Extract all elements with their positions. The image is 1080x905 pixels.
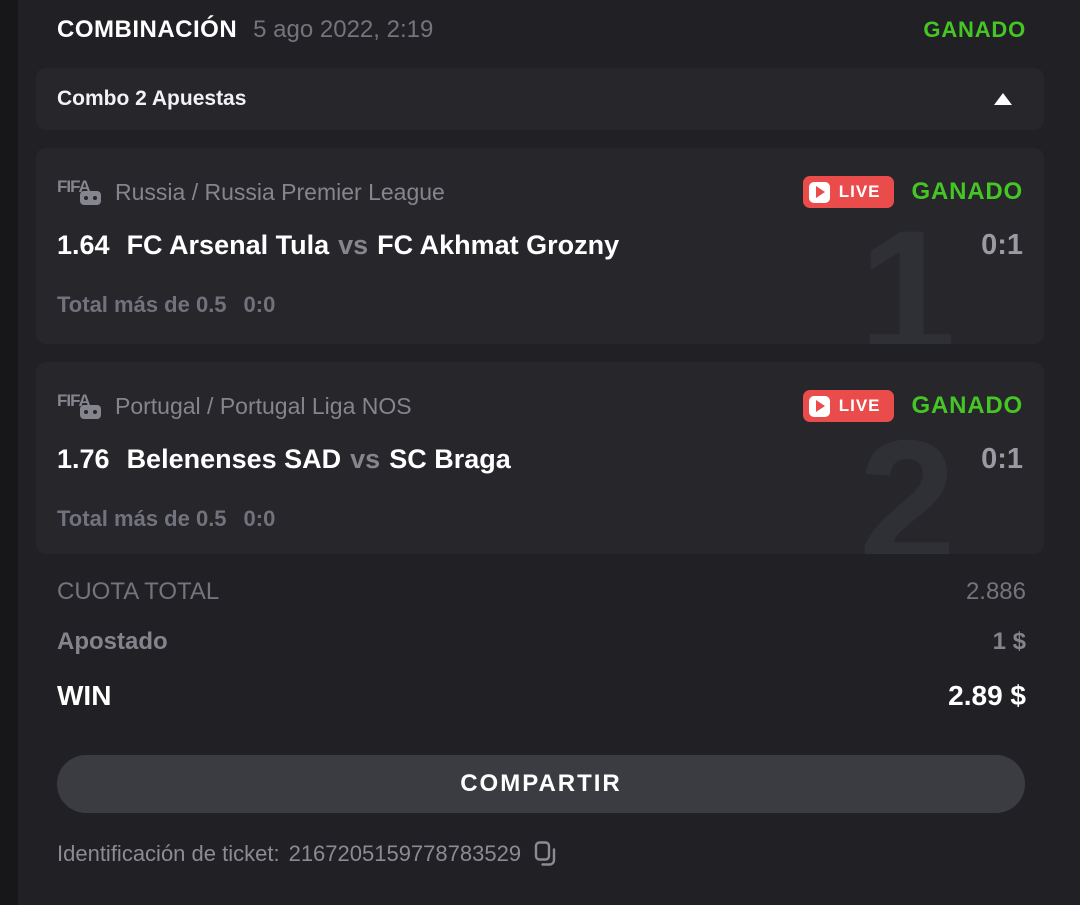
ticket-header: COMBINACIÓN 5 ago 2022, 2:19 GANADO (36, 12, 1044, 48)
market-name: Total más de 0.5 (57, 292, 227, 317)
copy-icon (534, 841, 556, 866)
live-label: LIVE (838, 396, 881, 415)
combo-label: Combo 2 Apuestas (57, 87, 247, 110)
match-score: 0:1 (981, 228, 1023, 261)
stake-row: Apostado 1 $ (36, 628, 1044, 656)
bet-card-2: 2 FIFA Portugal / Portugal Liga NOS LIVE… (36, 362, 1044, 554)
left-edge-strip (0, 0, 18, 905)
away-team: SC Braga (389, 443, 511, 474)
live-badge[interactable]: LIVE (802, 390, 894, 422)
vs-label: vs (338, 229, 369, 260)
ticket-id-row: Identificación de ticket: 21672051597787… (57, 840, 1044, 867)
league-name: Portugal / Portugal Liga NOS (115, 392, 412, 419)
bet-market-row: Total más de 0.5 0:0 (57, 506, 1023, 532)
home-team: FC Arsenal Tula (126, 229, 330, 260)
bet-odds: 1.76 (57, 443, 110, 474)
stake-value: 1 $ (992, 628, 1026, 655)
ticket-status-badge: GANADO (923, 17, 1026, 42)
bet-number-watermark: 1 (858, 195, 956, 344)
ticket-content: COMBINACIÓN 5 ago 2022, 2:19 GANADO Comb… (36, 0, 1044, 867)
vs-label: vs (350, 443, 381, 474)
market-name: Total más de 0.5 (57, 506, 227, 531)
chevron-up-icon[interactable] (994, 93, 1012, 105)
home-team: Belenenses SAD (126, 443, 342, 474)
live-badge[interactable]: LIVE (802, 176, 894, 208)
match-score: 0:1 (981, 442, 1023, 475)
gamepad-icon (80, 404, 101, 419)
win-label: WIN (57, 680, 112, 711)
gamepad-icon (80, 190, 101, 205)
ticket-id-value: 2167205159778783529 (288, 840, 522, 866)
win-row: WIN 2.89 $ (36, 680, 1044, 712)
bet-number-watermark: 2 (858, 405, 956, 554)
fifa-esports-icon: FIFA (57, 391, 103, 422)
away-team: FC Akhmat Grozny (377, 229, 620, 260)
total-odds-label: CUOTA TOTAL (57, 578, 220, 605)
bet-status-badge: GANADO (911, 392, 1023, 419)
ticket-id-label: Identificación de ticket: (57, 840, 280, 866)
stake-label: Apostado (57, 628, 168, 655)
bet-selection-row: 1.64 FC Arsenal Tula vs FC Akhmat Grozny… (57, 226, 1023, 264)
play-icon (808, 395, 830, 417)
ticket-type-title: COMBINACIÓN (57, 16, 238, 43)
fifa-esports-icon: FIFA (57, 177, 103, 208)
bet-market-row: Total más de 0.5 0:0 (57, 292, 1023, 318)
league-name: Russia / Russia Premier League (115, 178, 445, 205)
play-icon (808, 181, 830, 203)
bet-league-row: FIFA Russia / Russia Premier League LIVE… (57, 176, 1023, 208)
share-button[interactable]: COMPARTIR (57, 755, 1025, 813)
total-odds-value: 2.886 (965, 578, 1026, 605)
bet-odds: 1.64 (57, 229, 110, 260)
copy-button[interactable] (534, 840, 558, 867)
market-score: 0:0 (243, 506, 276, 531)
bet-league-row: FIFA Portugal / Portugal Liga NOS LIVE G… (57, 390, 1023, 422)
bet-selection-row: 1.76 Belenenses SAD vs SC Braga 0:1 (57, 440, 1023, 478)
bet-status-badge: GANADO (911, 178, 1023, 205)
total-odds-row: CUOTA TOTAL 2.886 (36, 578, 1044, 606)
combo-collapse-bar[interactable]: Combo 2 Apuestas (36, 68, 1044, 130)
bet-card-1: 1 FIFA Russia / Russia Premier League LI… (36, 148, 1044, 344)
market-score: 0:0 (243, 292, 276, 317)
win-value: 2.89 $ (948, 680, 1026, 711)
live-label: LIVE (838, 182, 881, 201)
ticket-date: 5 ago 2022, 2:19 (253, 16, 434, 43)
